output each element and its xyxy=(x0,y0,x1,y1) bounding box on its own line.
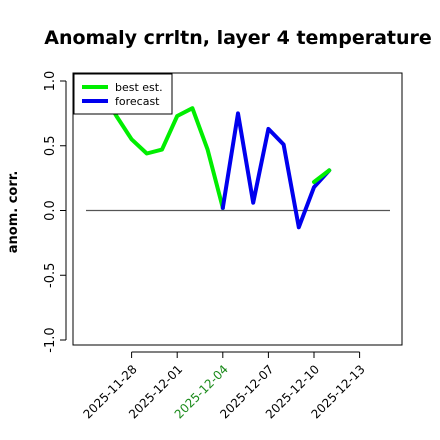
series-segment-2-line xyxy=(312,168,332,184)
legend-label: best est. xyxy=(115,81,163,94)
legend: best est.forecast xyxy=(73,73,173,115)
y-tick-label: 0.0 xyxy=(43,200,58,221)
chart-title: Anomaly crrltn, layer 4 temperature xyxy=(44,27,432,49)
series-best-est-line xyxy=(99,88,225,210)
y-tick-label: 1.0 xyxy=(43,71,58,92)
axes-layer: -1.0-0.50.00.51.02025-11-282025-12-01202… xyxy=(43,71,368,422)
y-tick-label: -0.5 xyxy=(43,263,58,288)
plot-area-frame xyxy=(72,72,403,346)
plot-layer xyxy=(86,88,390,230)
series-forecast-line xyxy=(220,111,332,230)
y-axis-label: anom. corr. xyxy=(6,171,21,254)
y-tick-label: -1.0 xyxy=(43,327,58,352)
legend-label: forecast xyxy=(115,95,160,108)
y-tick-label: 0.5 xyxy=(43,135,58,156)
legend-box xyxy=(73,73,173,115)
